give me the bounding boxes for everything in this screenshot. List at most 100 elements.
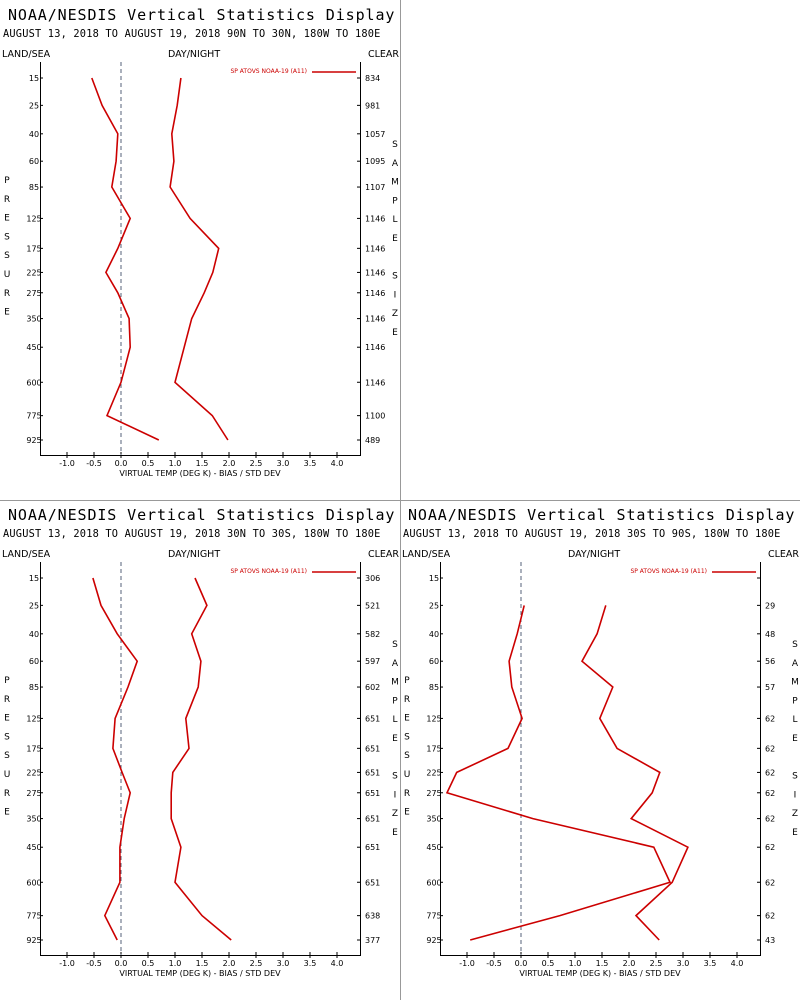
std-dev-line [169,77,229,441]
sample-size: 1146 [365,214,385,223]
legend-label: SP ATOVS NOAA-19 (A11) [630,568,707,575]
land-sea-label: LAND/SEA [2,549,51,560]
pressure-label: 450 [26,843,41,852]
pressure-label: 775 [426,912,441,921]
bias-line [91,77,160,441]
sample-size: 638 [365,912,380,921]
x-tick-label: 3.5 [304,459,317,468]
x-tick-label: 3.5 [304,959,317,968]
pressure-label: 40 [429,630,439,639]
x-tick-label: 0.0 [115,459,128,468]
chart-panel: NOAA/NESDIS Vertical Statistics Display A… [402,506,800,978]
x-tick-label: 1.5 [196,459,209,468]
x-tick-label: -0.5 [86,959,102,968]
sample-size: 57 [765,683,775,692]
pressure-label: 225 [26,768,41,777]
pressure-label: 925 [26,936,41,945]
sample-size: 1146 [365,289,385,298]
sample-size: 651 [365,744,380,753]
pressure-label: 350 [26,815,41,824]
pressure-label: 275 [26,789,41,798]
sample-size: 43 [765,936,775,945]
pressure-label: 15 [429,574,439,583]
x-tick-label: 0.5 [542,959,555,968]
sample-size: 981 [365,101,380,110]
x-tick-label: -1.0 [59,459,75,468]
pressure-label: 600 [26,378,41,387]
clear-label: CLEAR [368,49,399,60]
x-tick-label: -1.0 [459,959,475,968]
pressure-label: 175 [26,244,41,253]
pressure-label: 925 [26,436,41,445]
pressure-label: 775 [26,912,41,921]
x-tick-label: 4.0 [731,959,744,968]
pressure-label: 125 [26,714,41,723]
x-tick-label: 0.5 [142,959,155,968]
x-tick-label: 2.5 [250,959,263,968]
pressure-label: 600 [26,878,41,887]
x-axis-label: VIRTUAL TEMP (DEG K) - BIAS / STD DEV [119,469,281,478]
sample-size: 521 [365,601,380,610]
pressure-label: 40 [29,130,39,139]
sample-size: 29 [765,601,775,610]
sample-size: 1095 [365,157,385,166]
sample-size: 489 [365,436,380,445]
x-tick-label: 1.0 [569,959,582,968]
sample-size: 62 [765,789,775,798]
pressure-label: 125 [426,714,441,723]
sample-size: 377 [365,936,380,945]
x-axis-label: VIRTUAL TEMP (DEG K) - BIAS / STD DEV [519,969,681,978]
x-tick-label: -0.5 [486,959,502,968]
sample-size: 62 [765,878,775,887]
pressure-label: 15 [29,574,39,583]
legend-label: SP ATOVS NOAA-19 (A11) [230,68,307,75]
pressure-label: 225 [426,768,441,777]
x-tick-label: 1.0 [169,959,182,968]
sample-size: 62 [765,744,775,753]
pressure-label: 125 [26,214,41,223]
pressure-label: 60 [429,657,439,666]
sample-size: 306 [365,574,380,583]
pressure-label: 25 [29,601,39,610]
bias-line [445,605,672,941]
clear-label: CLEAR [368,549,399,560]
land-sea-label: LAND/SEA [2,49,51,60]
x-tick-label: 2.0 [223,959,236,968]
chart-panel: NOAA/NESDIS Vertical Statistics Display A… [2,506,400,978]
x-tick-label: 4.0 [331,459,344,468]
clear-label: CLEAR [768,549,799,560]
x-tick-label: 2.5 [650,959,663,968]
pressure-label: 275 [426,789,441,798]
sample-size: 651 [365,789,380,798]
y-axis-label: PRESSURE [2,176,12,326]
x-tick-label: 2.5 [250,459,263,468]
pressure-label: 175 [426,744,441,753]
panel-title: NOAA/NESDIS Vertical Statistics Display [408,506,795,524]
panel-subtitle: AUGUST 13, 2018 TO AUGUST 19, 2018 90N T… [3,28,381,40]
pressure-label: 85 [29,683,39,692]
sample-size: 62 [765,843,775,852]
legend-label: SP ATOVS NOAA-19 (A11) [230,568,307,575]
pressure-label: 25 [429,601,439,610]
sample-size: 62 [765,815,775,824]
sample-size: 602 [365,683,380,692]
x-tick-label: 0.0 [115,959,128,968]
x-tick-label: 1.5 [596,959,609,968]
pressure-label: 450 [426,843,441,852]
x-tick-label: 0.0 [515,959,528,968]
sample-size: 582 [365,630,380,639]
panel-title: NOAA/NESDIS Vertical Statistics Display [8,506,395,524]
x-tick-label: 3.5 [704,959,717,968]
sample-size: 62 [765,768,775,777]
sample-size: 1146 [365,268,385,277]
sample-size: 651 [365,878,380,887]
panel-title: NOAA/NESDIS Vertical Statistics Display [8,6,395,24]
sample-size: 597 [365,657,380,666]
sample-size: 1146 [365,244,385,253]
pressure-label: 225 [26,268,41,277]
y-axis-label: PRESSURE [402,676,412,826]
x-tick-label: 3.0 [677,959,690,968]
sample-size: 1100 [365,412,385,421]
x-tick-label: 3.0 [277,459,290,468]
